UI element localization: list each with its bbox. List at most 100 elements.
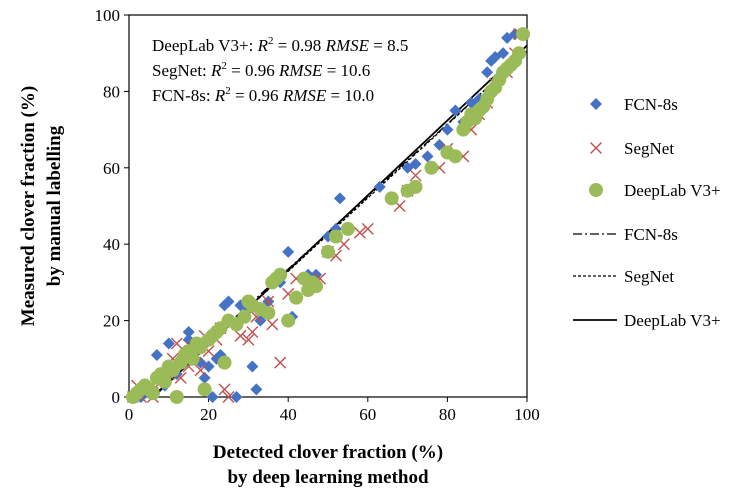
point-deeplab-v3- [273,267,288,282]
point-deeplab-v3- [424,160,439,175]
legend-marker-segnet [590,142,602,154]
plot-frame [128,14,528,398]
x-tick-label: 0 [125,405,134,424]
x-tick-label: 40 [280,405,297,424]
point-deeplab-v3- [237,309,252,324]
stat-r2-sup: 2 [221,60,227,72]
point-deeplab-v3- [384,191,399,206]
stat-r2-sup: 2 [225,85,231,97]
point-fcn-8s [150,348,163,361]
point-fcn-8s [182,326,195,339]
legend-marker-segnet-stroke [590,142,602,154]
y-tick-label: 60 [103,159,120,178]
point-deeplab-v3- [448,149,463,164]
stat-model: SegNet: [152,61,211,80]
point-segnet-stroke [282,287,295,300]
point-deeplab-v3- [217,355,232,370]
point-segnet [222,391,235,403]
y-tick-label: 20 [103,312,120,331]
stat-r2-value: = 0.98 [273,36,325,55]
point-deeplab-v3- [408,179,423,194]
point-segnet-stroke [234,329,247,342]
point-deeplab-v3- [309,279,324,294]
x-axis-title: by deep learning method [227,467,429,488]
point-segnet [194,364,207,377]
point-deeplab-v3- [328,229,343,244]
point-segnet [409,169,422,182]
stat-rmse-label: RMSE [282,86,327,105]
point-segnet [361,222,374,235]
point-segnet-stroke [218,383,231,396]
stats-annotation: DeepLab V3+: R2 = 0.98 RMSE = 8.5SegNet:… [152,35,408,105]
stat-model: DeepLab V3+: [152,36,258,55]
point-fcn-8s [198,371,211,384]
point-fcn-8s [250,383,263,396]
legend-marker-deeplab-v3- [589,183,603,197]
point-segnet [170,337,183,350]
point-fcn-8s [333,192,346,205]
point-segnet [234,329,247,342]
point-segnet [246,326,259,339]
point-segnet-stroke [170,337,183,350]
x-tick-label: 20 [200,405,217,424]
y-axis-title: Measured clover fraction (%) [18,86,39,326]
stat-model: FCN-8s: [152,86,215,105]
point-segnet-stroke [409,169,422,182]
point-deeplab-v3- [185,351,200,366]
point-fcn-8s [373,180,386,193]
legend-label: DeepLab V3+ [624,311,721,330]
point-fcn-8s [222,295,235,308]
stat-r2-label: R [214,86,226,105]
point-segnet-stroke [274,356,287,369]
stat-rmse-value: = 8.5 [369,36,408,55]
legend-item: SegNet [590,139,674,158]
legend-item: DeepLab V3+ [573,311,721,330]
stat-r2-value: = 0.96 [227,61,279,80]
legend-label: SegNet [624,267,674,286]
stat-r2-label: R [257,36,269,55]
point-deeplab-v3- [281,313,296,328]
legend-label: FCN-8s [624,225,678,244]
legend: FCN-8s SegNet DeepLab V3+ FCN-8s SegNet DeepL… [573,95,721,330]
stat-rmse-value: = 10.6 [322,61,370,80]
point-segnet-stroke [361,222,374,235]
point-deeplab-v3- [157,374,172,389]
point-deeplab-v3- [321,244,335,259]
y-axis-title: by manual labelling [44,125,65,286]
stat-line: DeepLab V3+: R2 = 0.98 RMSE = 8.5 [152,35,408,55]
legend-label: DeepLab V3+ [624,181,721,200]
point-fcn-8s [230,391,243,403]
data-points [125,27,531,404]
point-segnet-stroke [194,364,207,377]
point-deeplab-v3- [340,221,355,236]
legend-item: FCN-8s [573,225,678,244]
stat-line: SegNet: R2 = 0.96 RMSE = 10.6 [152,60,370,80]
point-deeplab-v3- [261,305,276,320]
point-deeplab-v3- [145,386,160,401]
point-fcn-8s [162,337,175,350]
plot-border [128,14,528,398]
point-fcn-8s [421,150,434,163]
point-segnet-stroke [222,391,235,403]
point-fcn-8s [282,245,295,258]
point-segnet [218,383,231,396]
legend-item: FCN-8s [590,95,678,114]
point-segnet [274,356,287,369]
legend-item: SegNet [573,267,674,286]
stat-line: FCN-8s: R2 = 0.96 RMSE = 10.0 [152,85,374,105]
point-fcn-8s [497,47,510,60]
legend-label: SegNet [624,139,674,158]
point-segnet [266,318,279,331]
axis-ticks: 00 20 20 40 40 60 60 80 80 100 100 [95,6,540,424]
stat-rmse-value: = 10.0 [326,86,374,105]
stat-r2-label: R [210,61,222,80]
point-segnet-stroke [242,333,255,346]
legend-marker-fcn-8s [590,98,602,110]
y-tick-label: 100 [95,6,121,25]
legend-label: FCN-8s [624,95,678,114]
point-fcn-8s [481,66,494,79]
point-fcn-8s [202,360,215,373]
point-segnet-stroke [174,371,187,384]
